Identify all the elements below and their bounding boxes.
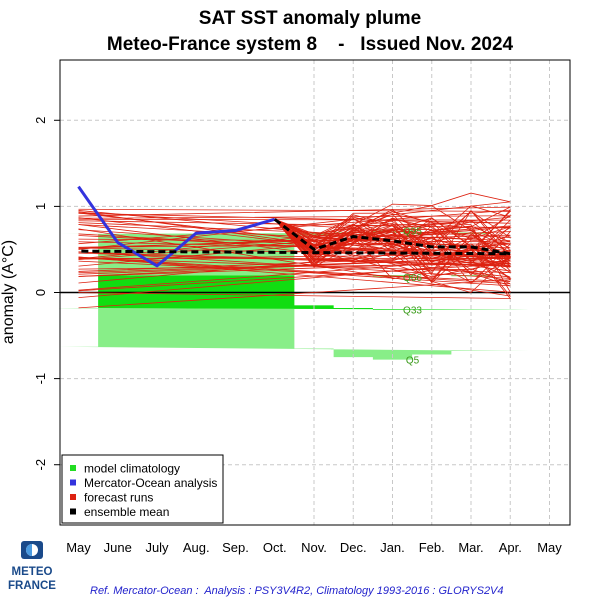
x-tick-label: Aug.: [183, 540, 210, 555]
x-tick-label: Oct.: [263, 540, 287, 555]
legend-swatch: [70, 508, 76, 515]
logo-line1: METEO: [12, 566, 53, 578]
y-tick-label: 0: [33, 289, 48, 296]
y-axis: -2 -1 0 1 2: [33, 117, 60, 471]
x-tick-label: Feb.: [419, 540, 445, 555]
x-tick-label: Apr.: [499, 540, 522, 555]
logo-line2: FRANCE: [8, 580, 56, 592]
forecast-run-line: [78, 208, 512, 263]
analysis-line: [77, 185, 276, 268]
forecast-run-line: [78, 192, 511, 250]
quantile-label-q33: Q33: [403, 306, 422, 317]
legend-swatch: [70, 465, 76, 471]
forecast-run-line: [78, 218, 511, 257]
meteo-france-logo: METEO FRANCE: [8, 541, 56, 592]
forecast-run-line: [78, 219, 512, 276]
forecast-run-line: [78, 208, 512, 254]
legend-label: model climatology: [84, 462, 180, 476]
chart-subtitle: Meteo-France system 8 - Issued Nov. 2024: [107, 34, 514, 55]
legend-label: Mercator-Ocean analysis: [84, 476, 217, 490]
x-tick-label: Jan.: [380, 540, 405, 555]
y-tick-label: -2: [33, 459, 48, 471]
forecast-run-line: [78, 219, 511, 292]
x-tick-label: Nov.: [301, 540, 327, 555]
y-tick-label: -1: [33, 373, 48, 385]
legend-swatch: [70, 494, 76, 500]
quantile-label-q5: Q5: [406, 356, 420, 367]
meteo-france-logo-icon: [21, 541, 43, 559]
quantile-label-q66: Q66: [403, 273, 422, 284]
climatology-band-q5-q33: [58, 305, 530, 360]
x-tick-label: Mar.: [458, 540, 483, 555]
y-axis-label: anomaly (A°C): [0, 240, 17, 344]
x-tick-label: Dec.: [340, 540, 367, 555]
x-tick-label: May: [537, 540, 562, 555]
x-tick-label: June: [104, 540, 132, 555]
series-lines: [77, 185, 511, 268]
chart-title: SAT SST anomaly plume: [199, 8, 421, 29]
legend-label: ensemble mean: [84, 505, 169, 519]
x-tick-label: Sep.: [222, 540, 249, 555]
y-tick-label: 1: [33, 203, 48, 210]
x-tick-label: July: [145, 540, 169, 555]
reference-text: Ref. Mercator-Ocean : Analysis : PSY3V4R…: [90, 585, 504, 597]
forecast-runs: [78, 192, 512, 309]
quantile-labels: Q95 Q66 Q33 Q5: [403, 227, 422, 367]
forecast-run-line: [78, 205, 512, 270]
legend-label: forecast runs: [84, 491, 153, 505]
legend-swatch: [70, 479, 76, 486]
ensemble-mean-line: [78, 218, 511, 256]
y-tick-label: 2: [33, 117, 48, 124]
quantile-label-q95: Q95: [403, 227, 422, 238]
x-axis: May June July Aug. Sep. Oct. Nov. Dec. Jan. Feb. M…: [66, 540, 562, 555]
legend-box: [61, 454, 224, 524]
x-tick-label: May: [66, 540, 91, 555]
